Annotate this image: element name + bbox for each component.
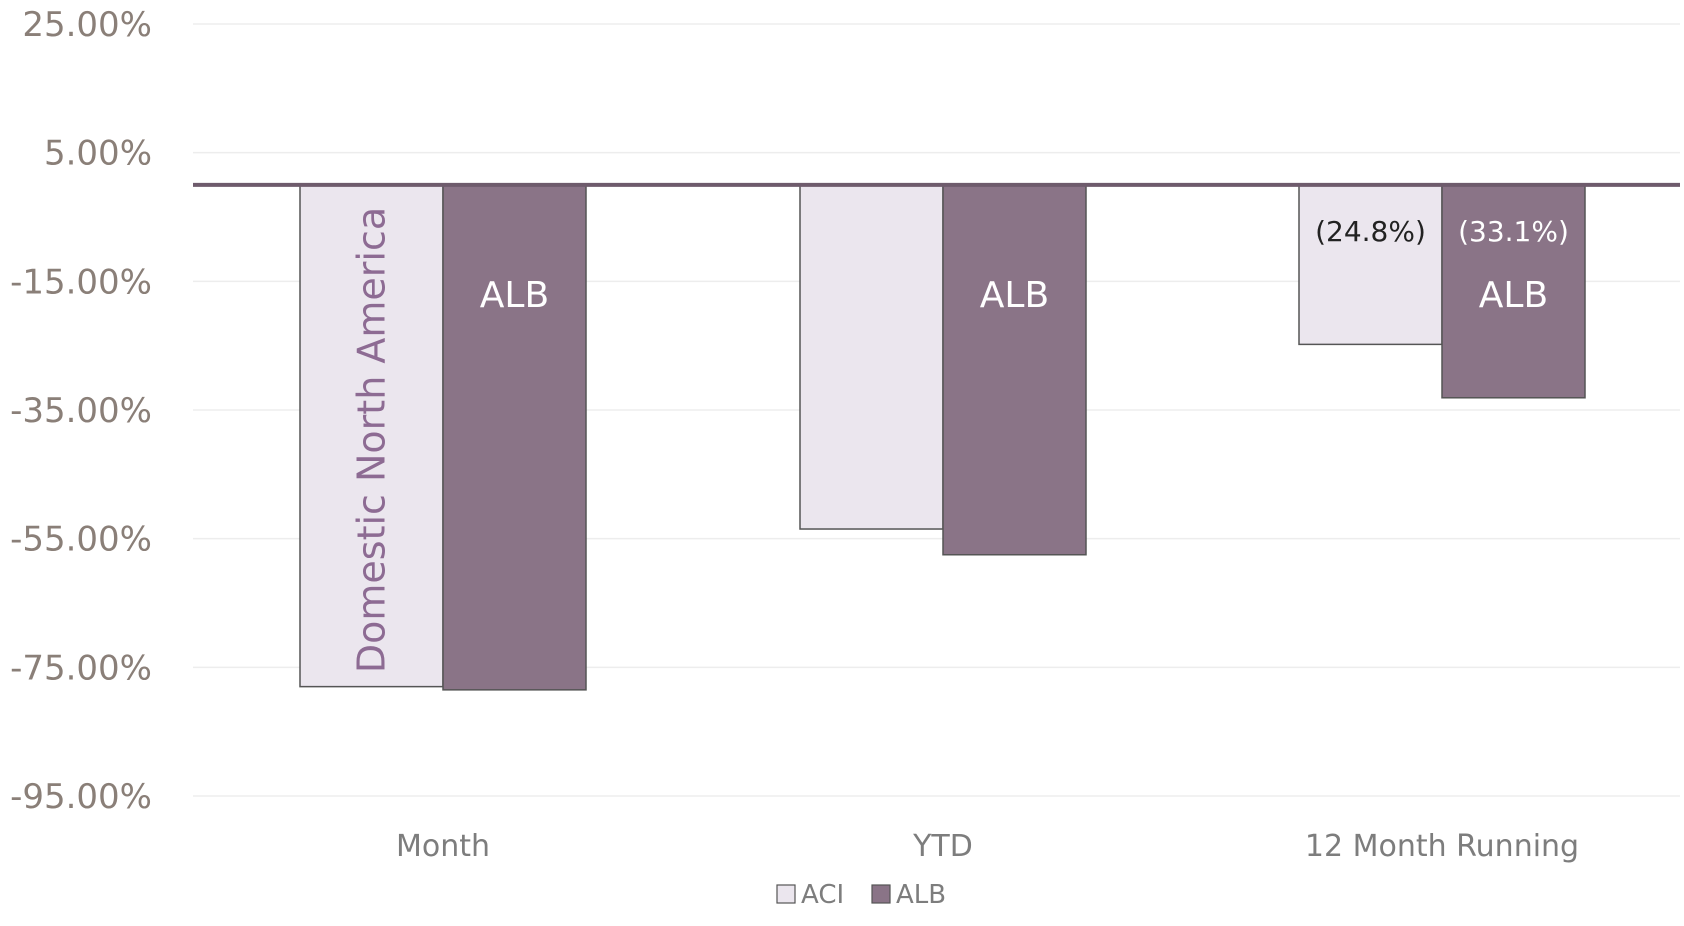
- bar-alb-2: [1441, 184, 1586, 399]
- bar-aci-2: [1298, 184, 1443, 346]
- bar-aci-0: [299, 184, 444, 688]
- y-tick-label: 5.00%: [44, 134, 152, 174]
- y-tick-label: -55.00%: [10, 520, 152, 560]
- labels: 25.00% 5.00% -15.00% -35.00% -55.00% -75.00% -…: [10, 5, 1579, 864]
- bars: [193, 182, 1680, 691]
- legend-label-aci: ACI: [801, 880, 844, 910]
- y-tick-label: -95.00%: [10, 777, 152, 817]
- alb-bar-label: ALB: [480, 275, 549, 316]
- y-tick-label: -35.00%: [10, 391, 152, 431]
- x-category-label: YTD: [912, 829, 973, 864]
- region-label: Domestic North America: [350, 207, 394, 673]
- bar-aci-1: [799, 184, 944, 530]
- legend: ACI ALB: [776, 880, 946, 910]
- data-label-aci: (24.8%): [1315, 215, 1426, 248]
- x-category-label: 12 Month Running: [1305, 829, 1579, 864]
- alb-bar-label: ALB: [1479, 275, 1548, 316]
- legend-swatch-aci: [776, 884, 796, 904]
- y-tick-label: 25.00%: [22, 5, 152, 45]
- bar-alb-0: [442, 184, 587, 691]
- y-tick-label: -75.00%: [10, 648, 152, 688]
- y-tick-label: -15.00%: [10, 262, 152, 302]
- legend-swatch-alb: [871, 884, 891, 904]
- alb-bar-label: ALB: [980, 275, 1049, 316]
- bar-alb-1: [942, 184, 1087, 556]
- data-label-alb: (33.1%): [1458, 215, 1569, 248]
- legend-label-alb: ALB: [896, 880, 946, 910]
- x-category-label: Month: [396, 829, 490, 864]
